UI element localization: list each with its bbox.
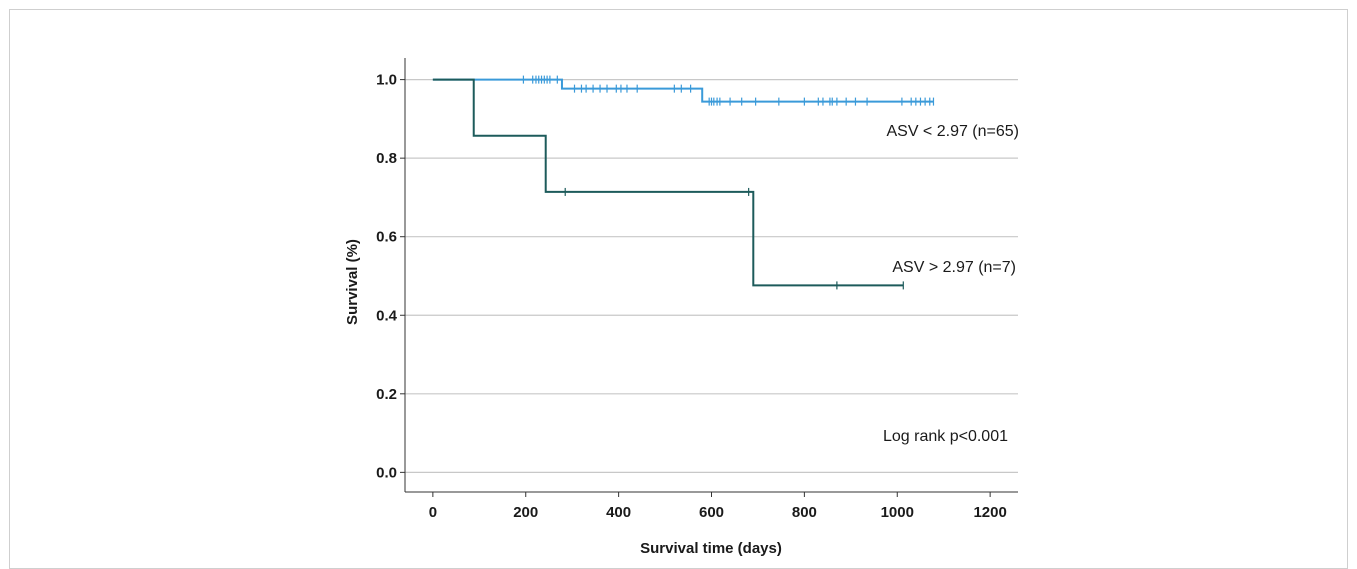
x-tick-label: 0 (429, 504, 437, 521)
y-tick-label: 0.0 (376, 464, 397, 481)
x-axis-title: Survival time (days) (640, 540, 782, 556)
kaplan-meier-chart: 0.0 0.2 0.4 0.6 0.8 1.0 0 200 400 600 800 1000 1200… (344, 58, 1019, 556)
y-tick-label: 0.2 (376, 386, 397, 403)
log-rank-annotation: Log rank p<0.001 (883, 428, 1008, 445)
series-1 (432, 78, 904, 290)
series-0 (432, 75, 935, 106)
survival-curve (432, 78, 934, 103)
x-tick-label: 600 (699, 504, 724, 521)
y-tick-label: 0.4 (376, 307, 398, 324)
y-axis-title: Survival (%) (344, 239, 361, 325)
x-tick-label: 800 (792, 504, 817, 521)
series-label-asv-high: ASV > 2.97 (n=7) (892, 259, 1016, 276)
series-label-asv-low: ASV < 2.97 (n=65) (886, 123, 1019, 140)
x-tick-label: 1000 (881, 504, 914, 521)
survival-curve (432, 78, 904, 287)
x-tick-label: 1200 (973, 504, 1006, 521)
figure-frame (9, 9, 1348, 569)
x-tick-label: 200 (513, 504, 538, 521)
y-tick-label: 1.0 (376, 72, 397, 89)
x-tick-label: 400 (606, 504, 631, 521)
y-tick-label: 0.8 (376, 150, 397, 167)
y-tick-label: 0.6 (376, 229, 397, 246)
